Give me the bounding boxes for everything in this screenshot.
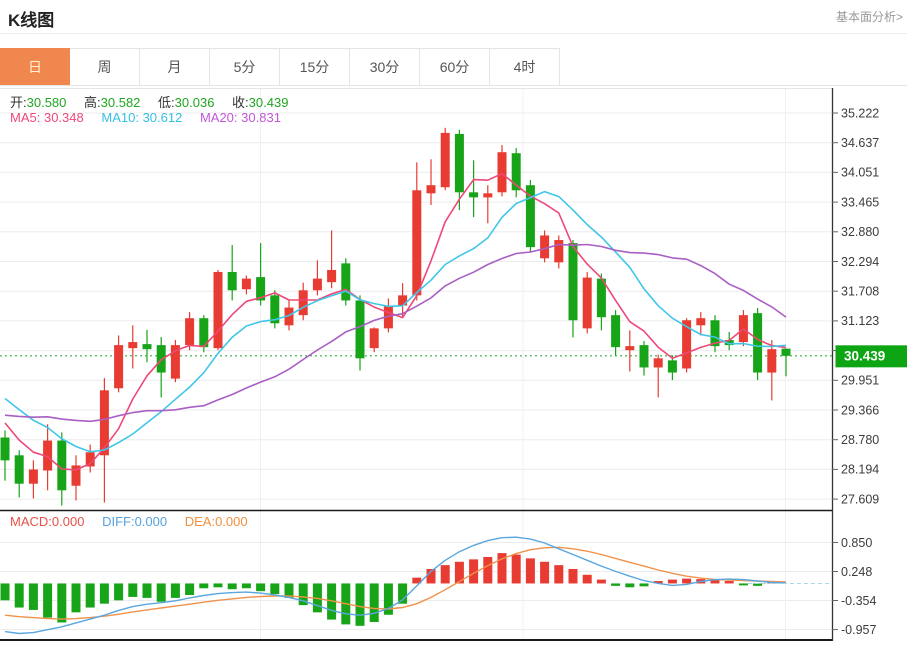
ma10-value: 30.612 [142, 110, 183, 125]
open-label: 开: [10, 95, 27, 110]
svg-text:33.465: 33.465 [841, 195, 879, 209]
y-axis-labels: 35.222 34.637 34.051 33.465 32.880 32.294 31.7… [832, 106, 879, 637]
axes [0, 88, 834, 641]
ma5-value: 30.348 [43, 110, 84, 125]
svg-text:27.609: 27.609 [841, 492, 879, 506]
svg-text:32.294: 32.294 [841, 255, 879, 269]
ma20-value: 30.831 [241, 110, 281, 125]
svg-text:29.951: 29.951 [841, 374, 879, 388]
tab-5分[interactable]: 5分 [210, 48, 280, 85]
dea-value: 0.000 [215, 514, 248, 529]
macd-readout: MACD:0.000 DIFF:0.000 DEA:0.000 [10, 514, 262, 529]
tab-4时[interactable]: 4时 [490, 48, 560, 85]
low-value: 30.036 [174, 95, 215, 110]
diff-label: DIFF: [102, 514, 135, 529]
svg-text:32.880: 32.880 [841, 225, 879, 239]
open-value: 30.580 [26, 95, 67, 110]
dea-label: DEA: [184, 514, 216, 529]
ma5-line [4, 172, 787, 471]
high-value: 30.582 [100, 95, 141, 110]
svg-text:35.222: 35.222 [841, 106, 879, 120]
tab-月[interactable]: 月 [140, 48, 210, 85]
svg-text:31.708: 31.708 [841, 285, 879, 299]
svg-text:28.194: 28.194 [841, 463, 879, 477]
svg-text:34.051: 34.051 [841, 166, 879, 180]
dea-line [4, 546, 787, 620]
macd-value: 0.000 [51, 514, 85, 529]
tab-周[interactable]: 周 [70, 48, 140, 85]
diff-line [4, 536, 787, 635]
macd-label: MACD: [10, 514, 52, 529]
current-price-badge: 30.439 [835, 345, 907, 368]
svg-text:31.123: 31.123 [841, 314, 879, 328]
period-tab-bar: 日周月 5分 15分 30分 60分 4时 [0, 48, 907, 86]
diff-value: 0.000 [134, 514, 168, 529]
ma-readout: MA5: 30.348 MA10: 30.612 MA20: 30.831 [10, 110, 295, 125]
tab-60分[interactable]: 60分 [420, 48, 490, 85]
close-label: 收: [232, 95, 249, 110]
low-label: 低: [158, 95, 175, 110]
ma20-line [4, 243, 787, 423]
tab-15分[interactable]: 15分 [280, 48, 350, 85]
fundamental-analysis-link[interactable]: 基本面分析> [835, 10, 903, 24]
kline-chart[interactable]: 35.222 34.637 34.051 33.465 32.880 32.294 31.7… [0, 88, 907, 646]
svg-text:-0.957: -0.957 [841, 623, 876, 637]
ma10-label: MA10: [101, 110, 139, 125]
svg-text:34.637: 34.637 [841, 136, 879, 150]
svg-text:-0.354: -0.354 [841, 594, 876, 608]
candles-layer [0, 127, 791, 506]
grid-lines [0, 88, 833, 640]
svg-text:29.366: 29.366 [841, 403, 879, 417]
ma10-line [4, 190, 787, 453]
tab-30分[interactable]: 30分 [350, 48, 420, 85]
close-value: 30.439 [248, 95, 289, 110]
page-title: K线图 [8, 11, 55, 30]
svg-text:30.439: 30.439 [844, 349, 885, 364]
title-divider [0, 33, 907, 34]
svg-text:0.850: 0.850 [841, 536, 872, 550]
svg-text:0.248: 0.248 [841, 565, 872, 579]
ma5-label: MA5: [10, 110, 41, 125]
ohlc-readout: 开:30.580 高:30.582 低:30.036 收:30.439 [10, 92, 302, 111]
tab-日[interactable]: 日 [0, 48, 70, 85]
high-label: 高: [84, 95, 101, 110]
ma20-label: MA20: [199, 110, 238, 125]
svg-text:28.780: 28.780 [841, 433, 879, 447]
